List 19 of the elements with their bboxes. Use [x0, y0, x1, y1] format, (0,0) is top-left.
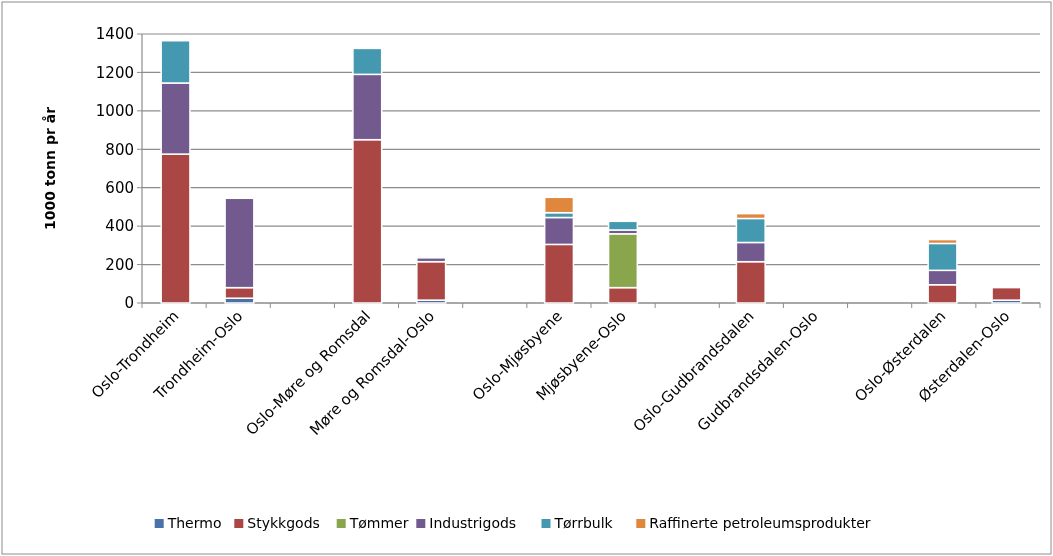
legend-label: Tømmer: [348, 515, 409, 531]
y-tick-label: 200: [105, 255, 134, 274]
legend-label: Thermo: [166, 515, 222, 531]
y-tick-label: 600: [105, 178, 134, 197]
legend-label: Industrigods: [429, 515, 517, 531]
bar: [607, 220, 639, 231]
y-tick-label: 0: [124, 294, 134, 313]
y-tick-label: 800: [105, 140, 134, 159]
bar: [991, 286, 1022, 301]
y-axis-title: 1000 tonn pr år: [42, 106, 58, 231]
bar: [416, 260, 447, 301]
y-tick-label: 400: [105, 217, 134, 236]
legend-label: Raffinerte petroleumsprodukter: [649, 515, 871, 531]
legend-label: Stykkgods: [247, 515, 320, 531]
y-tick-label: 1400: [95, 25, 134, 44]
y-tick-label: 1200: [95, 63, 134, 82]
legend-label: Tørrbulk: [553, 515, 614, 531]
y-tick-label: 1000: [95, 102, 134, 121]
bar: [543, 196, 575, 214]
